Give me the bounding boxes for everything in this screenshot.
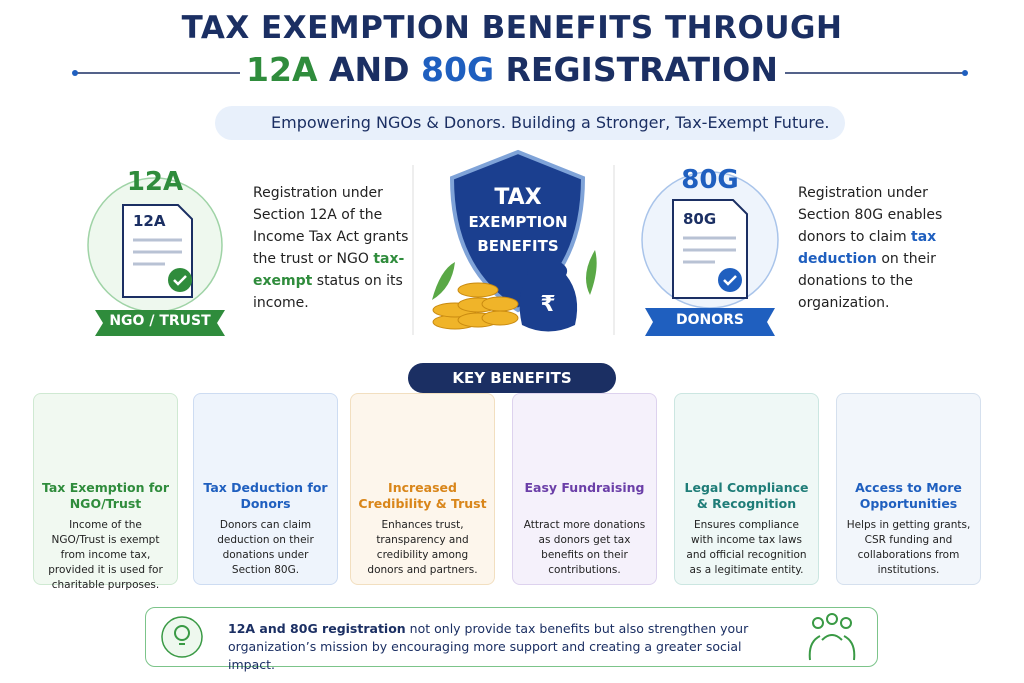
left-heading: 12A bbox=[126, 167, 184, 197]
text: Registration under Section 12A of the In… bbox=[253, 185, 409, 267]
highlight: tax deduction bbox=[798, 229, 937, 267]
shield-line: EXEMPTION bbox=[468, 213, 568, 231]
card-text: Helps in getting grants, CSR funding and… bbox=[846, 519, 971, 576]
card-text: Enhances trust, transparency and credibi… bbox=[367, 519, 478, 576]
highlight: tax-exempt bbox=[253, 251, 405, 289]
card-title: Easy Fundraising bbox=[524, 480, 645, 495]
footer: 12A and 80G registration not only provid… bbox=[145, 607, 878, 672]
text: on their donations to the organization. bbox=[798, 251, 936, 311]
title-part: REGISTRATION bbox=[494, 50, 778, 89]
doc-label: 80G bbox=[683, 210, 717, 228]
title-part: AND bbox=[317, 50, 422, 89]
benefit-card: Increased Credibility & Trust Enhances tr… bbox=[350, 393, 495, 585]
benefit-card: Tax Deduction for Donors Donors can claim… bbox=[193, 393, 338, 585]
shield-text: TAX EXEMPTION BENEFITS bbox=[452, 186, 584, 258]
title-part: 80G bbox=[421, 50, 495, 89]
subtitle: Empowering NGOs & Donors. Building a Str… bbox=[215, 106, 845, 140]
card-title: Tax Deduction for Donors bbox=[203, 480, 328, 511]
shield-line: BENEFITS bbox=[477, 237, 559, 255]
right-heading: 80G bbox=[681, 165, 739, 195]
benefit-card: Tax Exemption for NGO/Trust Income of the… bbox=[33, 393, 178, 591]
ribbon: DONORS bbox=[675, 312, 744, 328]
card-title: Tax Exemption for NGO/Trust bbox=[41, 480, 170, 511]
doc-label: 12A bbox=[133, 212, 166, 230]
card-text: Ensures compliance with income tax laws … bbox=[686, 519, 807, 576]
text: Registration under Section 80G enables d… bbox=[798, 185, 943, 245]
title-line2: 12A AND 80G REGISTRATION bbox=[0, 50, 1024, 89]
section-heading: KEY BENEFITS bbox=[408, 363, 616, 393]
card-text: Income of the NGO/Trust is exempt from i… bbox=[48, 519, 163, 591]
card-title: Legal Compliance & Recognition bbox=[684, 480, 809, 511]
card-title: Access to More Opportunities bbox=[855, 480, 962, 511]
right-description: Registration under Section 80G enables d… bbox=[798, 182, 963, 314]
text: not only provide tax benefits but also s… bbox=[228, 621, 749, 672]
currency: ₹ bbox=[540, 292, 556, 317]
benefit-card: Legal Compliance & Recognition Ensures co… bbox=[674, 393, 819, 585]
card-text: Donors can claim deduction on their dona… bbox=[217, 519, 314, 576]
benefit-card: Access to More Opportunities Helps in get… bbox=[836, 393, 981, 585]
card-title: Increased Credibility & Trust bbox=[358, 480, 487, 511]
footer-text: 12A and 80G registration not only provid… bbox=[228, 620, 788, 674]
text: status on its income. bbox=[253, 273, 403, 311]
left-description: Registration under Section 12A of the In… bbox=[253, 182, 413, 314]
title: TAX EXEMPTION BENEFITS THROUGH bbox=[181, 10, 843, 46]
ribbon: NGO / TRUST bbox=[109, 313, 211, 329]
benefit-card: Easy Fundraising Attract more donations a… bbox=[512, 393, 657, 585]
card-text: Attract more donations as donors get tax… bbox=[523, 519, 646, 576]
shield-line: TAX bbox=[494, 185, 542, 210]
highlight: 12A and 80G registration bbox=[228, 621, 406, 636]
title-part: 12A bbox=[246, 50, 318, 89]
